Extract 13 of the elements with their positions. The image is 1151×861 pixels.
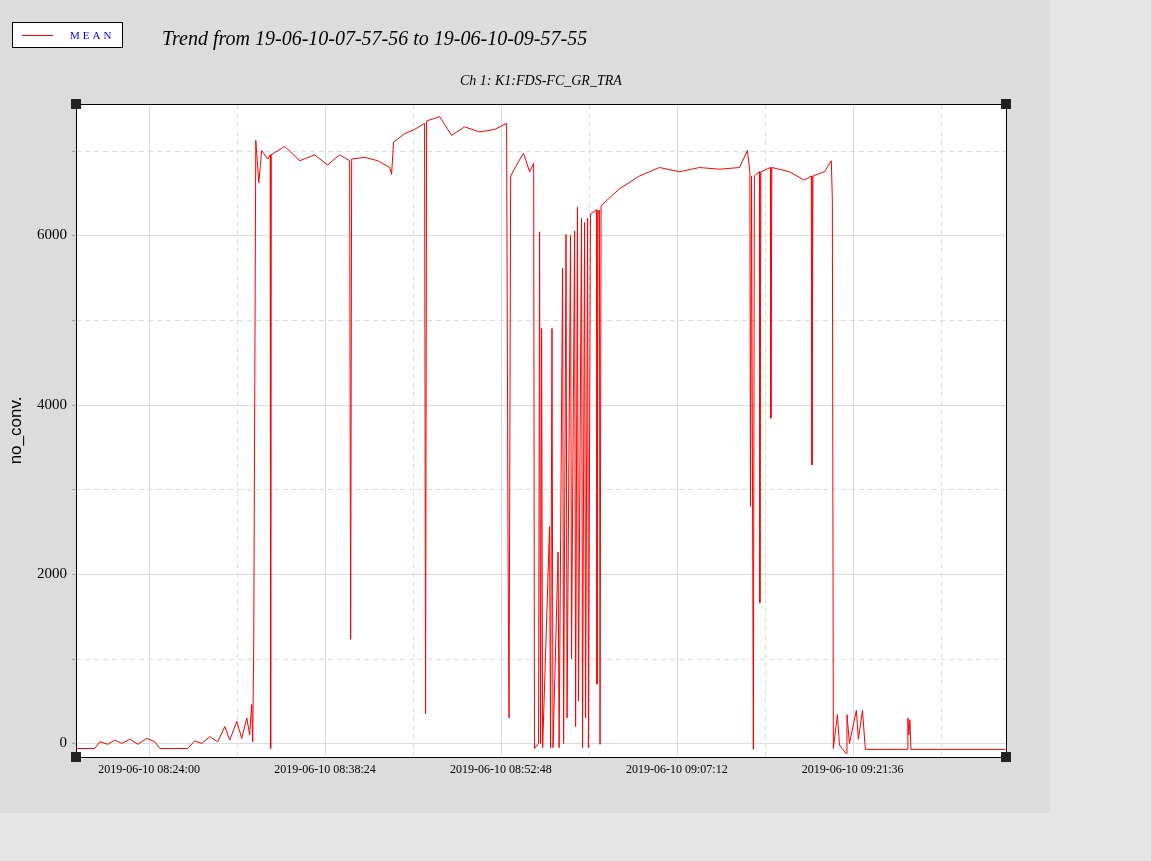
legend-label: MEAN [70,28,115,42]
y-tick-label: 4000 [37,395,67,412]
y-tick-label: 2000 [37,565,67,581]
x-tick-label: 2019-06-10 08:24:00 [98,762,200,777]
y-axis-title: no_conv. [5,396,25,465]
y-tick-label: 0 [59,734,67,751]
chart-subtitle: Ch 1: K1:FDS-FC_GR_TRA [460,72,622,89]
chart-title: Trend from 19-06-10-07-57-56 to 19-06-10-09-57-55 [162,27,588,50]
x-tick-label: 2019-06-10 08:38:24 [274,762,376,777]
x-tick-label: 2019-06-10 09:21:36 [801,762,904,777]
x-tick-label: 2019-06-10 09:07:12 [625,762,728,777]
y-tick-label: 6000 [37,226,67,243]
x-tick-label: 2019-06-10 08:52:48 [450,762,552,777]
